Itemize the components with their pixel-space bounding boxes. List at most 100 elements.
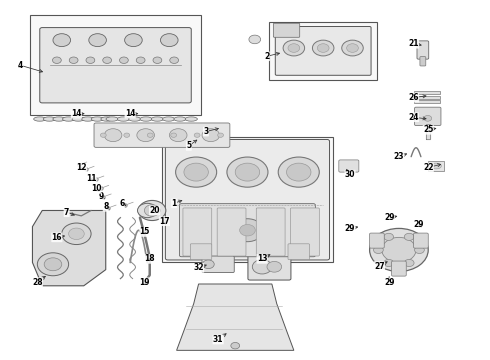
Text: 9: 9: [98, 192, 104, 201]
Text: 1: 1: [172, 199, 182, 208]
Text: 3: 3: [203, 127, 219, 136]
Text: 22: 22: [423, 163, 441, 172]
Circle shape: [171, 133, 176, 137]
Circle shape: [218, 133, 223, 137]
Polygon shape: [32, 211, 106, 286]
Circle shape: [124, 34, 142, 46]
Circle shape: [175, 157, 217, 187]
Ellipse shape: [174, 117, 186, 121]
Ellipse shape: [106, 117, 118, 121]
FancyBboxPatch shape: [417, 41, 429, 59]
Circle shape: [288, 44, 300, 52]
FancyBboxPatch shape: [420, 57, 426, 66]
FancyBboxPatch shape: [273, 23, 300, 37]
Circle shape: [138, 203, 157, 218]
Circle shape: [104, 129, 122, 141]
Circle shape: [147, 133, 153, 137]
Text: 29: 29: [413, 220, 424, 229]
Text: 17: 17: [159, 217, 170, 226]
Ellipse shape: [101, 117, 113, 121]
Bar: [162, 137, 333, 262]
Circle shape: [278, 157, 319, 187]
Circle shape: [100, 133, 106, 137]
FancyBboxPatch shape: [414, 233, 428, 248]
Circle shape: [373, 246, 383, 253]
Text: 11: 11: [86, 174, 97, 183]
FancyBboxPatch shape: [275, 27, 371, 75]
FancyBboxPatch shape: [183, 208, 212, 256]
Circle shape: [231, 342, 240, 349]
FancyBboxPatch shape: [94, 123, 230, 147]
Circle shape: [86, 57, 95, 63]
Text: 8: 8: [103, 202, 109, 211]
Ellipse shape: [431, 163, 441, 169]
Text: 18: 18: [145, 255, 155, 264]
Bar: [414, 100, 441, 103]
FancyBboxPatch shape: [256, 208, 285, 256]
Circle shape: [249, 35, 261, 44]
Ellipse shape: [151, 117, 164, 121]
Circle shape: [52, 57, 61, 63]
FancyBboxPatch shape: [288, 244, 310, 260]
Circle shape: [139, 201, 166, 221]
Circle shape: [313, 40, 334, 56]
Circle shape: [267, 261, 282, 272]
Text: 25: 25: [423, 125, 436, 134]
Circle shape: [404, 233, 414, 240]
Ellipse shape: [117, 117, 129, 121]
FancyBboxPatch shape: [392, 261, 406, 276]
FancyBboxPatch shape: [202, 256, 234, 273]
Text: 2: 2: [265, 52, 279, 61]
Circle shape: [202, 129, 220, 141]
Text: 7: 7: [64, 208, 74, 217]
Circle shape: [153, 57, 162, 63]
Text: 19: 19: [140, 278, 150, 287]
Circle shape: [103, 57, 112, 63]
Circle shape: [369, 228, 428, 271]
Ellipse shape: [43, 117, 55, 121]
Text: 30: 30: [345, 169, 355, 179]
Text: 5: 5: [186, 140, 197, 150]
Text: 27: 27: [374, 262, 387, 271]
Circle shape: [37, 253, 69, 276]
Ellipse shape: [82, 117, 94, 121]
FancyBboxPatch shape: [217, 208, 246, 256]
Bar: [414, 96, 441, 99]
Text: 28: 28: [32, 276, 45, 287]
Circle shape: [283, 40, 305, 56]
Text: 29: 29: [345, 224, 358, 233]
FancyBboxPatch shape: [179, 204, 316, 257]
Ellipse shape: [91, 117, 103, 121]
Bar: [30, 15, 201, 116]
Circle shape: [227, 157, 268, 187]
Circle shape: [287, 163, 311, 181]
Text: 24: 24: [408, 113, 426, 122]
Circle shape: [384, 233, 393, 240]
Text: 12: 12: [76, 163, 87, 172]
Ellipse shape: [72, 117, 84, 121]
Circle shape: [424, 116, 432, 121]
Text: 14: 14: [71, 109, 84, 118]
Circle shape: [252, 260, 272, 274]
Circle shape: [318, 44, 329, 52]
Circle shape: [44, 258, 62, 271]
Text: 21: 21: [408, 39, 421, 48]
Bar: [414, 91, 441, 94]
Circle shape: [342, 40, 363, 56]
Ellipse shape: [185, 117, 197, 121]
Circle shape: [69, 228, 84, 239]
Circle shape: [170, 57, 178, 63]
FancyBboxPatch shape: [165, 139, 330, 260]
Text: 32: 32: [194, 264, 206, 273]
Circle shape: [160, 34, 178, 46]
Text: 29: 29: [384, 213, 397, 222]
Ellipse shape: [34, 117, 46, 121]
Circle shape: [62, 223, 91, 244]
Text: 13: 13: [257, 255, 270, 264]
Ellipse shape: [140, 117, 152, 121]
Polygon shape: [176, 284, 294, 350]
Circle shape: [384, 260, 393, 266]
Text: 16: 16: [51, 233, 65, 242]
Text: 6: 6: [119, 199, 126, 208]
FancyBboxPatch shape: [190, 244, 212, 260]
